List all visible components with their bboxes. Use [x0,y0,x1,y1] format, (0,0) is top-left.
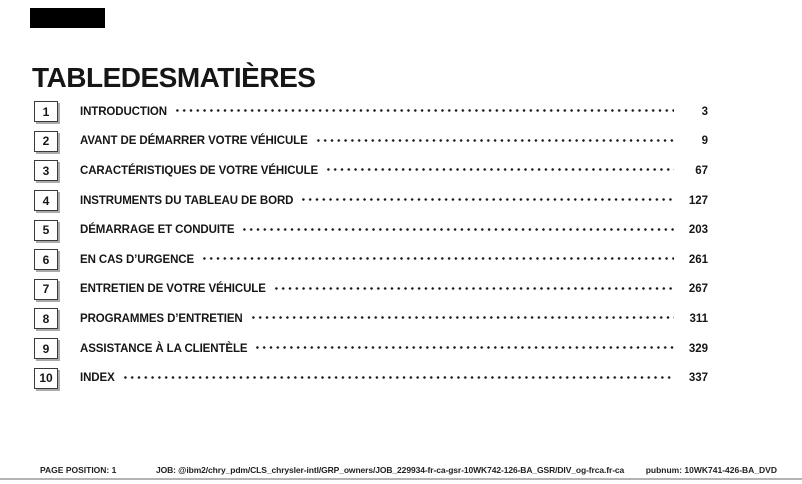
toc-row-instruments[interactable]: 4 INSTRUMENTS DU TABLEAU DE BORD 127 [34,186,708,216]
toc-entry-label: CARACTÉRISTIQUES DE VOTRE VÉHICULE [80,164,319,177]
chapter-number-box: 2 [34,130,58,152]
dot-leader [300,194,674,208]
dot-leader [121,371,674,385]
toc-row-programmes[interactable]: 8 PROGRAMMES D’ENTRETIEN 311 [34,304,708,334]
toc-page-number: 261 [688,253,708,266]
toc-row-index[interactable]: 10 INDEX 337 [34,363,708,393]
dot-leader [272,282,674,296]
toc-page-number: 67 [695,164,708,177]
toc-page-number: 311 [689,312,708,325]
toc-entry-label: EN CAS D’URGENCE [80,253,195,266]
toc-entry-label: PROGRAMMES D’ENTRETIEN [80,312,243,325]
bottom-divider [0,478,802,480]
page-position-text: PAGE POSITION: 1 [40,465,117,475]
toc-page-number: 337 [688,372,708,385]
chapter-number-box: 7 [34,278,58,300]
toc-entry-label: ENTRETIEN DE VOTRE VÉHICULE [80,283,266,296]
chapter-number-box: 8 [34,308,58,330]
dot-leader [314,134,674,148]
chapter-number-box: 9 [34,338,58,360]
proof-footer: PAGE POSITION: 1 JOB: @ibm2/chry_pdm/CLS… [0,463,802,477]
toc-row-introduction[interactable]: 1 INTRODUCTION 3 [34,97,708,127]
dot-leader [241,223,674,237]
toc-row-assistance[interactable]: 9 ASSISTANCE À LA CLIENTÈLE 329 [34,334,708,364]
dot-leader [249,312,674,326]
toc-entry-label: DÉMARRAGE ET CONDUITE [80,224,235,237]
page-title: TABLEDESMATIÈRES [32,62,316,93]
chapter-number-box: 6 [34,249,58,271]
toc-page-number: 127 [688,194,708,207]
toc-row-demarrage[interactable]: 5 DÉMARRAGE ET CONDUITE 203 [34,215,708,245]
chapter-number-box: 3 [34,160,58,182]
table-of-contents: 1 INTRODUCTION 3 2 AVANT DE DÉMARRER VOT… [34,97,708,393]
toc-entry-label: ASSISTANCE À LA CLIENTÈLE [80,342,248,355]
toc-page-number: 203 [688,224,708,237]
chapter-number-box: 1 [34,101,58,123]
toc-entry-label: INSTRUMENTS DU TABLEAU DE BORD [80,194,294,207]
toc-row-avant-de-demarrer[interactable]: 2 AVANT DE DÉMARRER VOTRE VÉHICULE 9 [34,127,708,157]
toc-page-number: 267 [688,283,708,296]
chapter-number-box: 10 [34,367,58,389]
toc-row-en-cas-urgence[interactable]: 6 EN CAS D’URGENCE 261 [34,245,708,275]
chapter-number-box: 5 [34,219,58,241]
dot-leader [201,253,674,267]
toc-entry-label: AVANT DE DÉMARRER VOTRE VÉHICULE [80,135,308,148]
toc-row-entretien[interactable]: 7 ENTRETIEN DE VOTRE VÉHICULE 267 [34,275,708,305]
toc-page-number: 329 [688,342,708,355]
dot-leader [254,342,674,356]
dot-leader [325,164,674,178]
pubnum-text: pubnum: 10WK741-426-BA_DVD [645,465,777,475]
toc-page-number: 3 [701,105,708,118]
job-path-text: JOB: @ibm2/chry_pdm/CLS_chrysler-intl/GR… [156,465,625,475]
toc-row-caracteristiques[interactable]: 3 CARACTÉRISTIQUES DE VOTRE VÉHICULE 67 [34,156,708,186]
dot-leader [173,105,674,119]
toc-entry-label: INDEX [80,372,115,385]
toc-entry-label: INTRODUCTION [80,105,167,118]
toc-page-number: 9 [701,135,708,148]
chapter-number-box: 4 [34,190,58,212]
print-registration-block [30,8,105,28]
